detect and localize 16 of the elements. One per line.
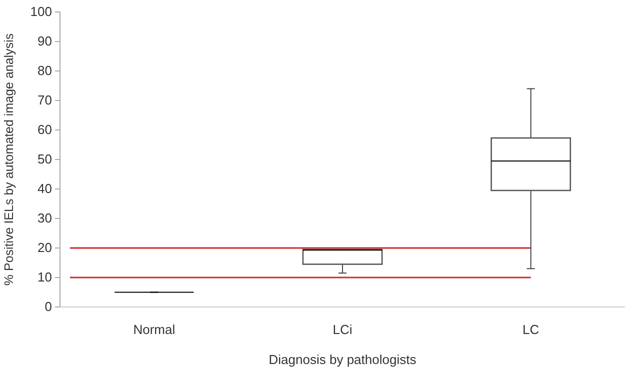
y-tick-label: 80 <box>38 63 52 78</box>
y-tick-label: 90 <box>38 34 52 49</box>
x-axis-title: Diagnosis by pathologists <box>268 352 417 367</box>
y-tick-label: 20 <box>38 240 52 256</box>
y-tick-label: 50 <box>38 152 52 167</box>
x-tick-label: LCi <box>332 322 352 338</box>
y-tick-label: 60 <box>38 122 52 138</box>
y-axis-title: % Positive IELs by automated image analysis <box>2 33 16 286</box>
x-tick-label: LC <box>522 322 540 338</box>
y-tick-label: 70 <box>38 92 52 108</box>
y-tick-label: 0 <box>44 299 52 314</box>
y-tick-label: 40 <box>38 181 52 196</box>
y-tick-label: 30 <box>38 210 52 226</box>
y-tick-label: 100 <box>30 4 52 20</box>
y-tick-label: 10 <box>38 270 52 285</box>
x-tick-label: Normal <box>133 322 176 338</box>
